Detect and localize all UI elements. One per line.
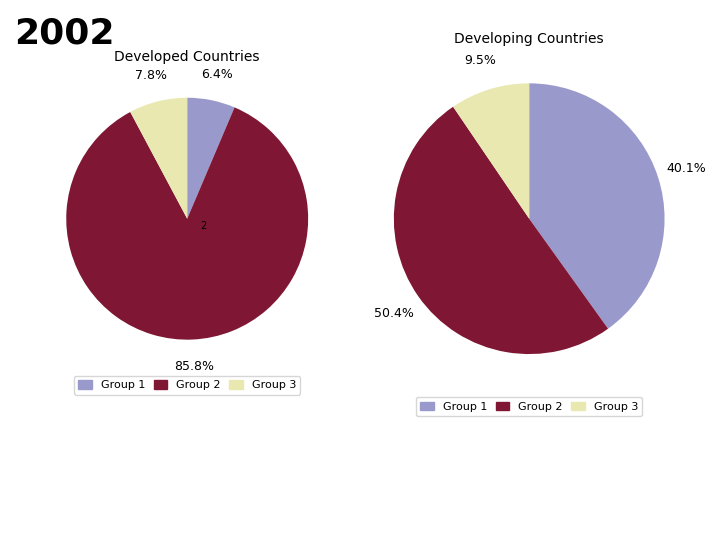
Text: 50.4%: 50.4% [374, 307, 414, 320]
Text: 40.1%: 40.1% [667, 161, 706, 174]
Text: 2: 2 [199, 221, 206, 231]
Wedge shape [529, 83, 665, 329]
Text: 2002: 2002 [14, 16, 115, 50]
Wedge shape [394, 107, 608, 354]
Text: Group 1 = communicable diseases, maternal/perinatal conditions, nutritional defi: Group 1 = communicable diseases, materna… [14, 423, 720, 438]
Wedge shape [453, 83, 529, 219]
Text: Group 2 = Non-communicable diseases (cardiovascular, cancer, mental disorders): Group 2 = Non-communicable diseases (car… [14, 467, 720, 482]
Text: Group 3 = Injuries: Group 3 = Injuries [14, 511, 179, 525]
Wedge shape [130, 98, 187, 219]
Wedge shape [66, 107, 308, 340]
Text: 6.4%: 6.4% [201, 68, 233, 80]
Text: 7.8%: 7.8% [135, 69, 167, 82]
Wedge shape [187, 98, 235, 219]
Legend: Group 1, Group 2, Group 3: Group 1, Group 2, Group 3 [416, 397, 642, 416]
Text: 9.5%: 9.5% [464, 55, 497, 68]
Title: Developing Countries: Developing Countries [454, 31, 604, 45]
Legend: Group 1, Group 2, Group 3: Group 1, Group 2, Group 3 [74, 376, 300, 395]
Title: Developed Countries: Developed Countries [114, 50, 260, 64]
Text: 85.8%: 85.8% [174, 360, 214, 373]
